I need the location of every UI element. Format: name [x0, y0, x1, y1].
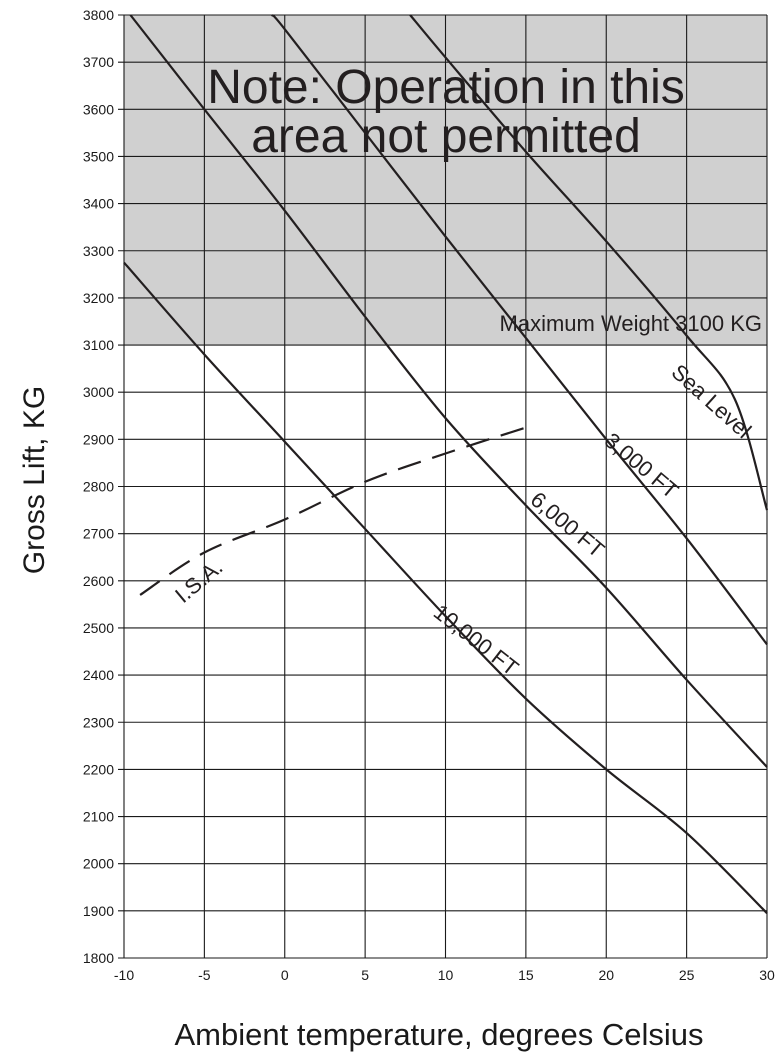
- x-tick-label: -5: [198, 967, 211, 983]
- x-tick-label: -10: [114, 967, 134, 983]
- series-line-3: [123, 261, 768, 914]
- y-tick-label: 2600: [83, 573, 114, 589]
- x-tick-label: 30: [759, 967, 775, 983]
- y-tick-label: 2500: [83, 620, 114, 636]
- y-tick-label: 2900: [83, 431, 114, 447]
- y-tick-label: 2200: [83, 761, 114, 777]
- y-tick-label: 2000: [83, 856, 114, 872]
- restricted-note-line-2: area not permitted: [251, 110, 641, 163]
- x-axis-title: Ambient temperature, degrees Celsius: [175, 1017, 704, 1052]
- series-line-0: [409, 14, 769, 511]
- y-tick-label: 2700: [83, 526, 114, 542]
- y-tick-label: 2300: [83, 714, 114, 730]
- grid: [118, 14, 768, 959]
- restricted-note-line-1: Note: Operation in this: [207, 61, 685, 114]
- y-tick-label: 3000: [83, 384, 114, 400]
- y-tick-label: 3500: [83, 148, 114, 164]
- label-sea-level: Sea Level: [667, 359, 756, 443]
- tick-labels: 1800 1900 2000 2100 2200 2300 2400 2500 2600 2700…: [83, 7, 775, 983]
- x-tick-label: 15: [518, 967, 534, 983]
- y-tick-label: 2100: [83, 809, 114, 825]
- x-tick-label: 20: [598, 967, 614, 983]
- y-tick-label: 3700: [83, 54, 114, 70]
- y-tick-label: 1800: [83, 950, 114, 966]
- y-tick-label: 2400: [83, 667, 114, 683]
- y-tick-label: 3100: [83, 337, 114, 353]
- series-lines: [123, 14, 769, 914]
- y-axis-title: Gross Lift, KG: [18, 386, 51, 574]
- y-tick-label: 3200: [83, 290, 114, 306]
- series-line-1: [271, 14, 768, 646]
- label-10000-ft: 10,000 FT: [429, 599, 523, 680]
- y-tick-label: 3300: [83, 243, 114, 259]
- x-tick-label: 10: [438, 967, 454, 983]
- y-tick-label: 2800: [83, 479, 114, 495]
- max-weight-label: Maximum Weight 3100 KG: [500, 311, 762, 336]
- label-6000-ft: 6,000 FT: [526, 487, 610, 563]
- y-tick-label: 3600: [83, 101, 114, 117]
- y-tick-label: 1900: [83, 903, 114, 919]
- series-line-4: [139, 426, 527, 596]
- y-tick-label: 3800: [83, 7, 114, 23]
- y-tick-label: 3400: [83, 196, 114, 212]
- x-tick-label: 5: [361, 967, 369, 983]
- x-tick-label: 0: [281, 967, 289, 983]
- series-line-2: [129, 14, 768, 768]
- x-tick-label: 25: [679, 967, 695, 983]
